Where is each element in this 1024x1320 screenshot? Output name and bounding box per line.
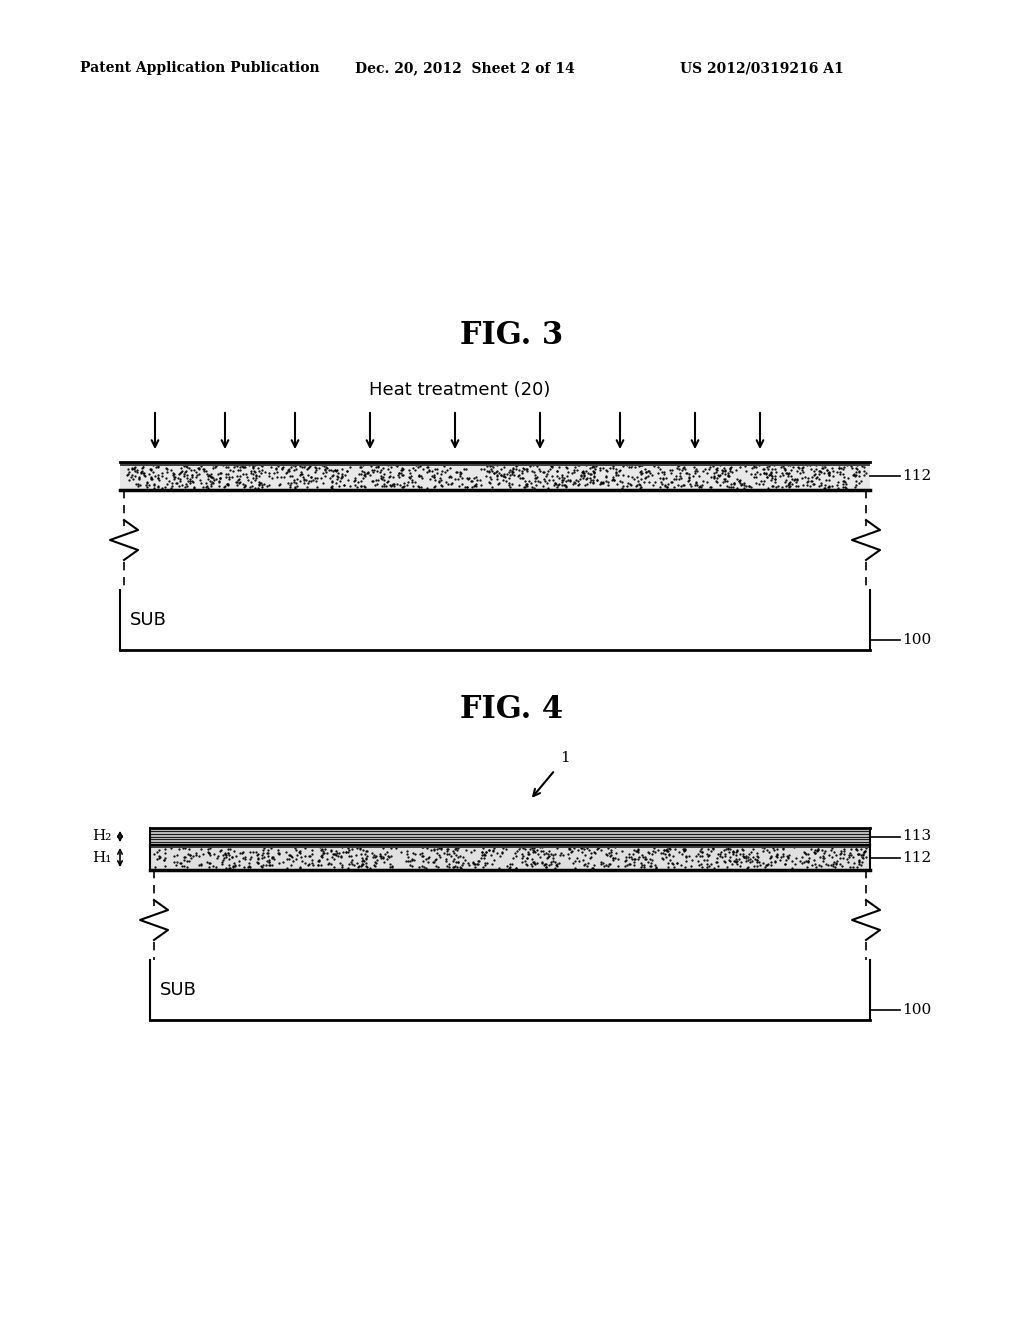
Text: SUB: SUB [160, 981, 197, 999]
Bar [120, 462, 870, 490]
Text: 1: 1 [560, 751, 569, 766]
Text: H₂: H₂ [92, 829, 112, 843]
Text: 100: 100 [902, 634, 931, 647]
Bar [150, 845, 870, 870]
Text: 113: 113 [902, 829, 931, 843]
Text: Patent Application Publication: Patent Application Publication [80, 61, 319, 75]
Bar [150, 845, 870, 847]
Text: Heat treatment (20): Heat treatment (20) [370, 381, 551, 399]
Text: H₁: H₁ [92, 850, 112, 865]
Text: FIG. 3: FIG. 3 [461, 319, 563, 351]
Text: FIG. 4: FIG. 4 [461, 694, 563, 726]
Text: 112: 112 [902, 469, 931, 483]
Text: US 2012/0319216 A1: US 2012/0319216 A1 [680, 61, 844, 75]
Text: 100: 100 [902, 1003, 931, 1016]
Text: SUB: SUB [130, 611, 167, 630]
Bar [150, 828, 870, 845]
Text: 112: 112 [902, 850, 931, 865]
Text: Dec. 20, 2012  Sheet 2 of 14: Dec. 20, 2012 Sheet 2 of 14 [355, 61, 574, 75]
Bar [120, 462, 870, 466]
